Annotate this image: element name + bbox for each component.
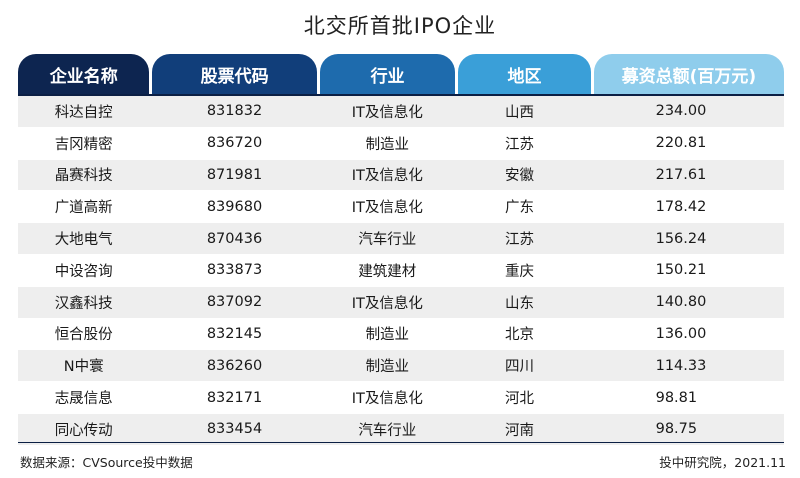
raised-amount-cell: 98.75 xyxy=(655,421,698,438)
region-cell: 北京 xyxy=(505,327,534,344)
raised-amount-cell: 220.81 xyxy=(655,135,707,152)
table-row: 中设咨询 833873 建筑建材 重庆 150.21 xyxy=(18,254,784,287)
region-cell: 山西 xyxy=(505,104,534,121)
table-row: 科达自控 831832 IT及信息化 山西 234.00 xyxy=(18,96,784,128)
stock-code-cell: 832171 xyxy=(206,389,263,406)
industry-cell: IT及信息化 xyxy=(351,391,423,408)
raised-amount-cell: 178.42 xyxy=(655,198,707,215)
industry-cell: IT及信息化 xyxy=(351,168,423,185)
stock-code-cell: 870436 xyxy=(206,230,263,247)
company-cell: 大地电气 xyxy=(54,232,113,249)
industry-cell: 建筑建材 xyxy=(358,263,417,280)
stock-code-cell: 871981 xyxy=(206,166,263,183)
region-cell: 四川 xyxy=(505,359,534,376)
region-cell: 广东 xyxy=(505,200,534,217)
industry-cell: IT及信息化 xyxy=(351,295,423,312)
table-row: 吉冈精密 836720 制造业 江苏 220.81 xyxy=(18,127,784,160)
company-cell: 吉冈精密 xyxy=(54,136,113,153)
column-header-industry: 行业 xyxy=(319,54,456,94)
column-header-stock-code: 股票代码 xyxy=(152,54,317,94)
table-row: 同心传动 833454 汽车行业 河南 98.75 xyxy=(18,413,784,446)
table-row: 晶赛科技 871981 IT及信息化 安徽 217.61 xyxy=(18,159,784,192)
raised-amount-cell: 217.61 xyxy=(655,166,707,183)
column-header-region: 地区 xyxy=(458,54,591,94)
raised-amount-cell: 156.24 xyxy=(655,230,707,247)
company-cell: 科达自控 xyxy=(54,104,113,121)
stock-code-cell: 837092 xyxy=(206,294,263,311)
stock-code-cell: 839680 xyxy=(206,198,263,215)
page-title: 北交所首批IPO企业 xyxy=(303,14,497,38)
region-cell: 山东 xyxy=(505,295,534,312)
company-cell: 汉鑫科技 xyxy=(54,295,113,312)
industry-cell: 制造业 xyxy=(365,359,410,376)
column-header-company: 企业名称 xyxy=(18,54,150,94)
industry-cell: 汽车行业 xyxy=(358,422,417,439)
company-cell: 同心传动 xyxy=(54,422,113,439)
raised-amount-cell: 136.00 xyxy=(655,325,707,342)
table-row: 恒合股份 832145 制造业 北京 136.00 xyxy=(18,318,784,351)
table-row: 大地电气 870436 汽车行业 江苏 156.24 xyxy=(18,223,784,255)
raised-amount-cell: 234.00 xyxy=(655,103,707,120)
company-cell: 广道高新 xyxy=(54,200,113,217)
raised-amount-cell: 150.21 xyxy=(655,262,707,279)
table-row: 汉鑫科技 837092 IT及信息化 山东 140.80 xyxy=(18,286,784,319)
stock-code-cell: 832145 xyxy=(206,325,263,342)
raised-amount-cell: 140.80 xyxy=(655,294,707,311)
table-row: N中寰 836260 制造业 四川 114.33 xyxy=(18,350,784,383)
credit-note: 投中研究院，2021.11 xyxy=(659,455,786,470)
industry-cell: IT及信息化 xyxy=(351,200,423,217)
region-cell: 河北 xyxy=(505,391,534,408)
stock-code-cell: 836720 xyxy=(206,135,263,152)
table-row: 广道高新 839680 IT及信息化 广东 178.42 xyxy=(18,191,784,224)
industry-cell: 制造业 xyxy=(365,136,410,153)
stock-code-cell: 833454 xyxy=(206,421,263,438)
region-cell: 江苏 xyxy=(505,136,534,153)
company-cell: 中设咨询 xyxy=(54,263,113,280)
company-cell: 恒合股份 xyxy=(54,327,113,344)
region-cell: 重庆 xyxy=(505,263,534,280)
table-row: 志晟信息 832171 IT及信息化 河北 98.81 xyxy=(18,382,784,414)
stock-code-cell: 833873 xyxy=(206,262,263,279)
table-bottom-rule xyxy=(18,442,784,443)
table-header: 企业名称 股票代码 行业 地区 募资总额(百万元) xyxy=(18,54,785,96)
company-cell: 志晟信息 xyxy=(54,391,113,408)
data-source-note: 数据来源：CVSource投中数据 xyxy=(20,455,193,470)
company-cell: N中寰 xyxy=(63,359,104,376)
industry-cell: 制造业 xyxy=(365,327,410,344)
stock-code-cell: 836260 xyxy=(206,357,263,374)
raised-amount-cell: 114.33 xyxy=(655,357,707,374)
region-cell: 江苏 xyxy=(505,232,534,249)
industry-cell: IT及信息化 xyxy=(351,104,423,121)
stock-code-cell: 831832 xyxy=(206,103,263,120)
industry-cell: 汽车行业 xyxy=(358,232,417,249)
column-header-raised-amount: 募资总额(百万元) xyxy=(593,54,785,94)
region-cell: 安徽 xyxy=(505,168,534,185)
table-body: 科达自控 831832 IT及信息化 山西 234.00 吉冈精密 836720 制造业 江苏 2… xyxy=(18,96,784,446)
raised-amount-cell: 98.81 xyxy=(655,389,698,406)
region-cell: 河南 xyxy=(505,422,534,439)
company-cell: 晶赛科技 xyxy=(54,168,113,185)
ipo-table: 企业名称 股票代码 行业 地区 募资总额(百万元) 科达自控 831832 IT及信… xyxy=(18,54,785,446)
